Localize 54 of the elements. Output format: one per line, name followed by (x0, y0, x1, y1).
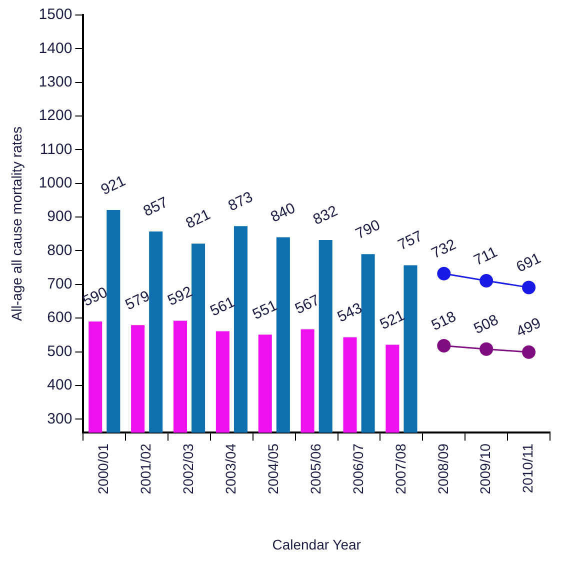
y-tick-label: 700 (47, 276, 72, 293)
y-tick-label: 1500 (38, 6, 72, 24)
x-axis-title: Calendar Year (272, 536, 362, 552)
y-tick-label: 800 (47, 242, 72, 259)
point (522, 280, 536, 294)
data-label: 521 (377, 307, 408, 334)
data-label: 732 (428, 236, 459, 262)
data-label: 551 (250, 296, 280, 324)
x-tick-label: 2010/11 (520, 443, 536, 494)
x-tick-label: 2006/07 (350, 443, 366, 494)
x-tick-label: 2000/01 (95, 443, 112, 494)
x-tick-label: 2005/06 (307, 443, 324, 494)
point (437, 338, 451, 352)
data-label: 840 (268, 200, 298, 226)
y-tick-label: 900 (47, 208, 72, 226)
data-label: 499 (514, 314, 544, 341)
data-label: 821 (183, 206, 214, 232)
data-label: 508 (471, 311, 502, 338)
x-tick-label: 2007/08 (392, 443, 408, 494)
data-label: 592 (165, 283, 196, 310)
y-tick-label: 1200 (38, 107, 72, 124)
data-label: 873 (226, 188, 256, 215)
y-tick-label: 500 (47, 342, 72, 360)
x-tick-label: 2008/09 (434, 443, 451, 494)
y-axis-title: All-age all cause mortality rates (8, 126, 24, 322)
point (522, 345, 536, 359)
data-label: 757 (395, 228, 426, 254)
x-tick-label: 2009/10 (477, 443, 494, 494)
data-label: 711 (471, 244, 500, 270)
y-tick-label: 1000 (38, 174, 72, 192)
point (437, 266, 451, 280)
data-label: 832 (310, 202, 340, 229)
y-tick-label: 300 (47, 410, 72, 428)
data-label: 543 (334, 300, 365, 326)
point (480, 342, 494, 356)
point (480, 274, 494, 288)
y-tick-label: 1400 (38, 40, 72, 57)
x-tick-label: 2001/02 (138, 443, 154, 494)
x-tick-label: 2002/03 (180, 443, 196, 494)
y-tick-label: 1300 (38, 73, 72, 90)
y-tick-label: 1100 (40, 140, 72, 158)
data-label: 590 (80, 284, 110, 310)
data-label: 790 (352, 216, 383, 243)
y-tick-label: 600 (47, 309, 72, 326)
data-label: 561 (208, 294, 238, 320)
y-tick-label: 400 (47, 376, 72, 394)
data-label: 518 (428, 308, 459, 334)
data-label: 567 (292, 292, 322, 318)
x-tick-label: 2003/04 (222, 443, 239, 494)
x-tick-label: 2004/05 (265, 443, 282, 494)
data-label: 857 (140, 194, 171, 220)
data-label: 691 (514, 250, 544, 276)
data-label: 579 (122, 288, 153, 314)
data-label: 921 (98, 172, 128, 199)
